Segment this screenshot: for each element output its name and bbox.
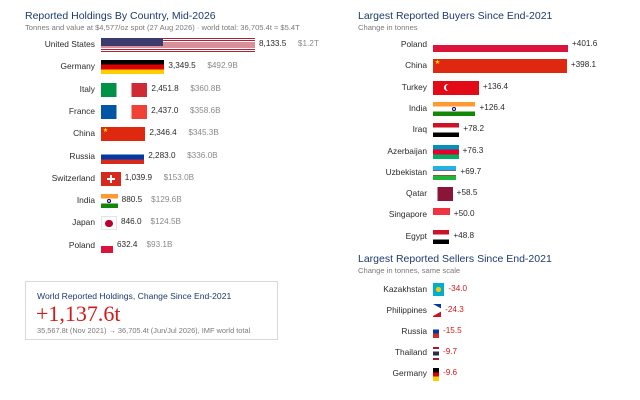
buyers-subtitle: Change in tonnes [358,23,418,32]
bar-value-label: +401.6 [572,39,598,48]
bar-value-label: 846.0 [121,217,142,227]
bar-value-label: -15.5 [443,325,462,335]
bar-flag-tr [433,80,479,95]
bar-label: India [76,195,95,206]
bar-usd-label: $360.8B [190,83,221,93]
bar-label: China [405,60,427,71]
summary-card-note: 35,567.8t (Nov 2021) → 36,705.4t (Jun/Ju… [37,326,251,335]
bar-label: Russia [69,150,95,161]
bar-label: Egypt [405,230,427,241]
bar-usd-label: $129.6B [151,195,182,205]
bar-value-label: -34.0 [448,283,468,293]
bar-label: Kazakhstan [383,283,427,294]
bar-value-label: +50.0 [453,209,475,219]
buyers-title: Largest Reported Buyers Since End-2021 [358,10,553,22]
bar-usd-label: $1.2T [297,39,319,48]
bar-flag-pl [101,238,113,253]
sellers-title: Largest Reported Sellers Since End-2021 [358,253,552,265]
bar-usd-label: $153.0B [163,172,195,182]
bar-value-label: 1,039.9 [124,172,153,182]
bar-flag-uz [433,165,457,180]
bar-label: United States [44,39,95,49]
bar-flag-ph [433,304,442,318]
bar-value-label: +126.4 [479,102,505,112]
bar-value-label: +136.4 [482,81,509,91]
bar-value-label: 3,349.5 [168,61,196,71]
bar-value-label: +76.3 [462,145,484,155]
bar-value-label: 632.4 [117,239,138,249]
bar-value-label: +48.8 [453,230,475,240]
bar-value-label: 2,437.0 [151,105,179,115]
bar-flag-cn: ★ [433,59,567,74]
bar-value-label: +398.1 [570,60,597,70]
bar-flag-kz [433,283,445,296]
bar-label: India [408,102,427,113]
bar-label: Switzerland [51,172,95,183]
bar-flag-in [433,101,476,116]
bar-value-label: +69.7 [460,166,482,176]
bar-label: France [68,105,95,116]
bar-flag-it [101,82,148,97]
bar-flag-sg [433,208,450,223]
bar-value-label: -9.7 [443,347,458,357]
summary-card-value: +1,137.6t [36,301,121,326]
bar-flag-th [433,346,439,360]
bar-usd-label: $492.9B [207,61,238,71]
holdings-subtitle: Tonnes and value at $4,577/oz spot (27 A… [25,23,300,32]
bar-value-label: +78.2 [463,124,484,134]
bar-flag-az [433,144,459,159]
summary-card: World Reported Holdings, Change Since En… [25,281,278,340]
bar-usd-label: $336.0B [187,150,218,160]
bar-label: Japan [72,217,95,228]
bar-label: Iraq [412,124,427,135]
bar-flag-de [433,367,439,381]
bar-label: Singapore [388,209,427,220]
bar-label: Russia [401,325,427,336]
bar-label: Qatar [406,188,427,199]
bar-flag-ch [101,171,121,186]
bar-label: Uzbekistan [385,166,427,177]
bar-value-label: 2,346.4 [149,128,177,138]
bar-flag-iq [433,123,460,138]
bar-usd-label: $345.3B [188,128,219,138]
summary-card-title: World Reported Holdings, Change Since En… [37,291,232,301]
bar-value-label: 880.5 [121,195,143,205]
bar-value-label: +58.5 [456,188,478,198]
bar-label: Germany [392,368,427,379]
bar-flag-jp [101,216,118,231]
bar-flag-ru [101,149,145,164]
bar-label: Italy [79,83,95,94]
bar-flag-ru [433,325,439,339]
bar-flag-fr [101,104,148,119]
bar-label: China [73,128,95,139]
holdings-title: Reported Holdings By Country, Mid-2026 [25,10,216,22]
bar-label: Turkey [401,81,427,92]
bar-flag-cn: ★ [101,127,146,142]
bar-usd-label: $358.6B [190,105,221,115]
bar-usd-label: $124.5B [150,217,182,227]
bar-value-label: -24.3 [445,304,464,314]
bar-value-label: 2,283.0 [148,150,176,160]
bar-flag-de [101,60,165,75]
bar-flag-qa [433,187,453,202]
bar-flag-us [101,38,255,52]
bar-flag-in [101,194,118,209]
bar-label: Poland [68,239,95,250]
bar-usd-label: $93.1B [146,239,173,249]
bar-label: Thailand [394,347,427,358]
sellers-subtitle: Change in tonnes, same scale [358,266,461,275]
bar-value-label: 8,133.5 [259,39,287,48]
bar-label: Azerbaijan [387,145,427,156]
bar-flag-pl [433,38,568,52]
bar-flag-eg [433,229,450,244]
bar-value-label: -9.6 [443,368,458,378]
bar-label: Germany [60,61,95,72]
bar-label: Poland [400,39,427,49]
bar-label: Philippines [386,304,427,315]
bar-value-label: 2,451.8 [151,83,179,93]
